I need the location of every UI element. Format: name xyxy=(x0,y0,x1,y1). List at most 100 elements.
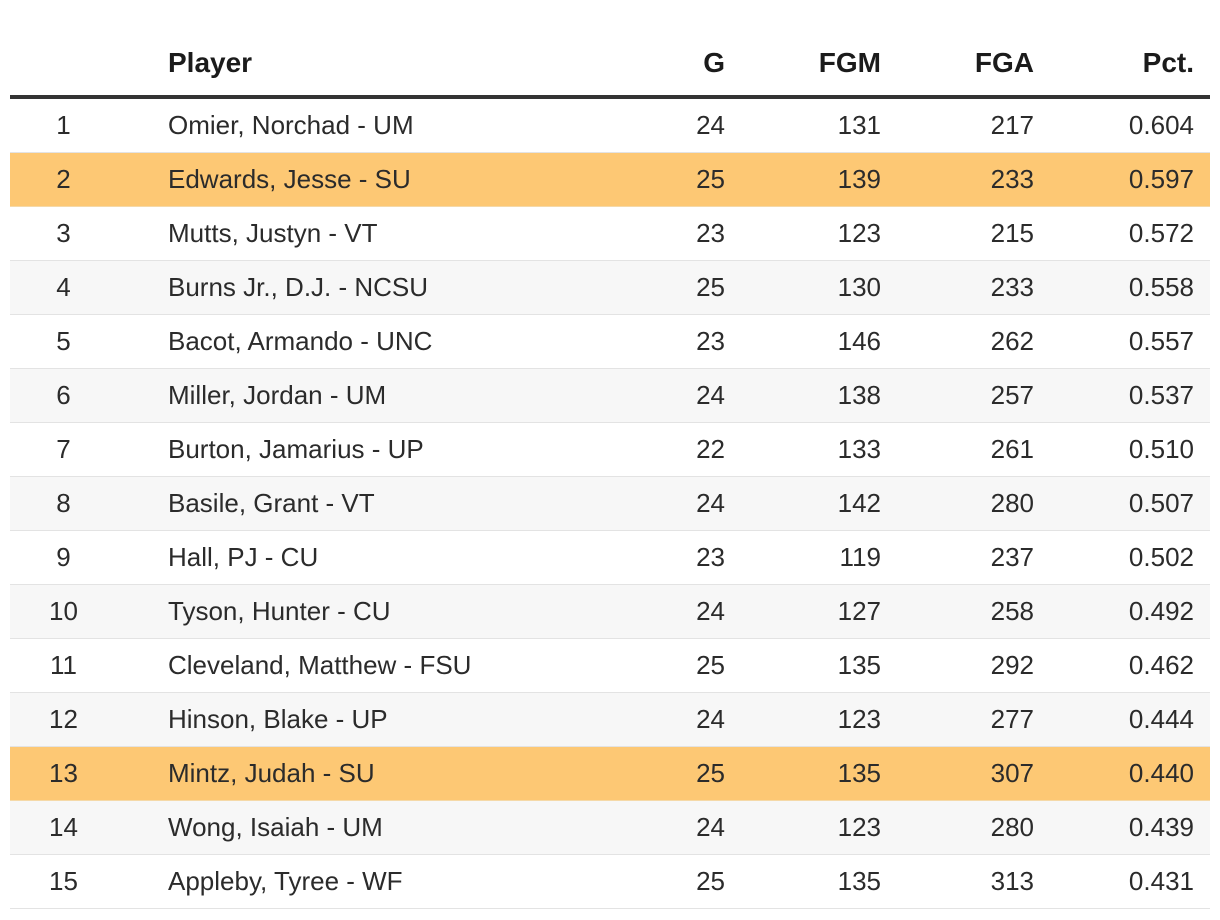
cell-fga: 280 xyxy=(881,476,1034,531)
cell-player: Burton, Jamarius - UP xyxy=(122,422,567,477)
cell-pct: 0.507 xyxy=(1034,476,1210,531)
cell-player: Omier, Norchad - UM xyxy=(122,97,567,153)
cell-pct: 0.604 xyxy=(1034,97,1210,153)
cell-rank: 1 xyxy=(10,97,122,153)
cell-games: 25 xyxy=(567,638,725,693)
cell-fgm: 119 xyxy=(725,530,881,585)
table-row: 10 Tyson, Hunter - CU 24 127 258 0.492 xyxy=(10,584,1210,639)
header-row: Player G FGM FGA Pct. xyxy=(10,0,1210,99)
cell-rank: 8 xyxy=(10,476,122,531)
cell-fga: 215 xyxy=(881,206,1034,261)
cell-pct: 0.462 xyxy=(1034,638,1210,693)
table-row: 6 Miller, Jordan - UM 24 138 257 0.537 xyxy=(10,368,1210,423)
cell-fga: 262 xyxy=(881,314,1034,369)
cell-games: 24 xyxy=(567,97,725,153)
header-games[interactable]: G xyxy=(567,0,725,99)
cell-rank: 14 xyxy=(10,800,122,855)
cell-fga: 233 xyxy=(881,260,1034,315)
table-row: 12 Hinson, Blake - UP 24 123 277 0.444 xyxy=(10,692,1210,747)
cell-player: Hinson, Blake - UP xyxy=(122,692,567,747)
cell-rank: 6 xyxy=(10,368,122,423)
cell-fgm: 123 xyxy=(725,692,881,747)
cell-games: 24 xyxy=(567,476,725,531)
cell-player: Basile, Grant - VT xyxy=(122,476,567,531)
cell-player: Bacot, Armando - UNC xyxy=(122,314,567,369)
cell-player: Hall, PJ - CU xyxy=(122,530,567,585)
header-fga[interactable]: FGA xyxy=(881,0,1034,99)
cell-fga: 258 xyxy=(881,584,1034,639)
cell-pct: 0.572 xyxy=(1034,206,1210,261)
cell-games: 23 xyxy=(567,206,725,261)
cell-pct: 0.440 xyxy=(1034,746,1210,801)
cell-rank: 5 xyxy=(10,314,122,369)
cell-fgm: 139 xyxy=(725,152,881,207)
cell-fgm: 135 xyxy=(725,638,881,693)
table-row: 5 Bacot, Armando - UNC 23 146 262 0.557 xyxy=(10,314,1210,369)
cell-games: 25 xyxy=(567,260,725,315)
table-row: 8 Basile, Grant - VT 24 142 280 0.507 xyxy=(10,476,1210,531)
cell-fgm: 127 xyxy=(725,584,881,639)
stats-table-container: Player G FGM FGA Pct. 1 Omier, Norchad - … xyxy=(10,0,1210,909)
cell-player: Miller, Jordan - UM xyxy=(122,368,567,423)
cell-fga: 292 xyxy=(881,638,1034,693)
cell-fgm: 135 xyxy=(725,854,881,909)
table-row: 9 Hall, PJ - CU 23 119 237 0.502 xyxy=(10,530,1210,585)
cell-pct: 0.439 xyxy=(1034,800,1210,855)
table-row-highlighted: 13 Mintz, Judah - SU 25 135 307 0.440 xyxy=(10,746,1210,801)
cell-player: Mutts, Justyn - VT xyxy=(122,206,567,261)
cell-fga: 261 xyxy=(881,422,1034,477)
cell-fgm: 138 xyxy=(725,368,881,423)
cell-fga: 277 xyxy=(881,692,1034,747)
cell-fga: 307 xyxy=(881,746,1034,801)
cell-rank: 7 xyxy=(10,422,122,477)
table-body: 1 Omier, Norchad - UM 24 131 217 0.604 2 Edward… xyxy=(10,97,1210,909)
cell-fgm: 131 xyxy=(725,97,881,153)
cell-games: 23 xyxy=(567,530,725,585)
cell-rank: 13 xyxy=(10,746,122,801)
header-fgm[interactable]: FGM xyxy=(725,0,881,99)
cell-games: 24 xyxy=(567,368,725,423)
cell-player: Tyson, Hunter - CU xyxy=(122,584,567,639)
cell-fga: 280 xyxy=(881,800,1034,855)
cell-rank: 4 xyxy=(10,260,122,315)
cell-fgm: 123 xyxy=(725,206,881,261)
table-row: 4 Burns Jr., D.J. - NCSU 25 130 233 0.558 xyxy=(10,260,1210,315)
cell-pct: 0.510 xyxy=(1034,422,1210,477)
cell-pct: 0.431 xyxy=(1034,854,1210,909)
cell-fgm: 133 xyxy=(725,422,881,477)
cell-fga: 217 xyxy=(881,97,1034,153)
cell-player: Edwards, Jesse - SU xyxy=(122,152,567,207)
cell-pct: 0.537 xyxy=(1034,368,1210,423)
cell-rank: 15 xyxy=(10,854,122,909)
header-rank xyxy=(10,0,122,99)
header-player[interactable]: Player xyxy=(122,0,567,99)
cell-rank: 3 xyxy=(10,206,122,261)
table-row: 14 Wong, Isaiah - UM 24 123 280 0.439 xyxy=(10,800,1210,855)
table-row: 15 Appleby, Tyree - WF 25 135 313 0.431 xyxy=(10,854,1210,909)
cell-pct: 0.597 xyxy=(1034,152,1210,207)
cell-fgm: 146 xyxy=(725,314,881,369)
field-goal-percentage-table: Player G FGM FGA Pct. 1 Omier, Norchad - … xyxy=(10,0,1210,909)
cell-rank: 9 xyxy=(10,530,122,585)
cell-rank: 11 xyxy=(10,638,122,693)
cell-rank: 12 xyxy=(10,692,122,747)
table-header: Player G FGM FGA Pct. xyxy=(10,0,1210,99)
cell-games: 25 xyxy=(567,152,725,207)
cell-player: Mintz, Judah - SU xyxy=(122,746,567,801)
cell-pct: 0.557 xyxy=(1034,314,1210,369)
cell-games: 24 xyxy=(567,584,725,639)
cell-games: 25 xyxy=(567,746,725,801)
cell-fgm: 135 xyxy=(725,746,881,801)
cell-games: 24 xyxy=(567,800,725,855)
cell-games: 22 xyxy=(567,422,725,477)
table-row: 11 Cleveland, Matthew - FSU 25 135 292 0.462 xyxy=(10,638,1210,693)
cell-fga: 233 xyxy=(881,152,1034,207)
header-pct[interactable]: Pct. xyxy=(1034,0,1210,99)
cell-player: Appleby, Tyree - WF xyxy=(122,854,567,909)
cell-games: 25 xyxy=(567,854,725,909)
cell-fga: 237 xyxy=(881,530,1034,585)
cell-player: Burns Jr., D.J. - NCSU xyxy=(122,260,567,315)
cell-rank: 10 xyxy=(10,584,122,639)
cell-fgm: 123 xyxy=(725,800,881,855)
cell-games: 24 xyxy=(567,692,725,747)
